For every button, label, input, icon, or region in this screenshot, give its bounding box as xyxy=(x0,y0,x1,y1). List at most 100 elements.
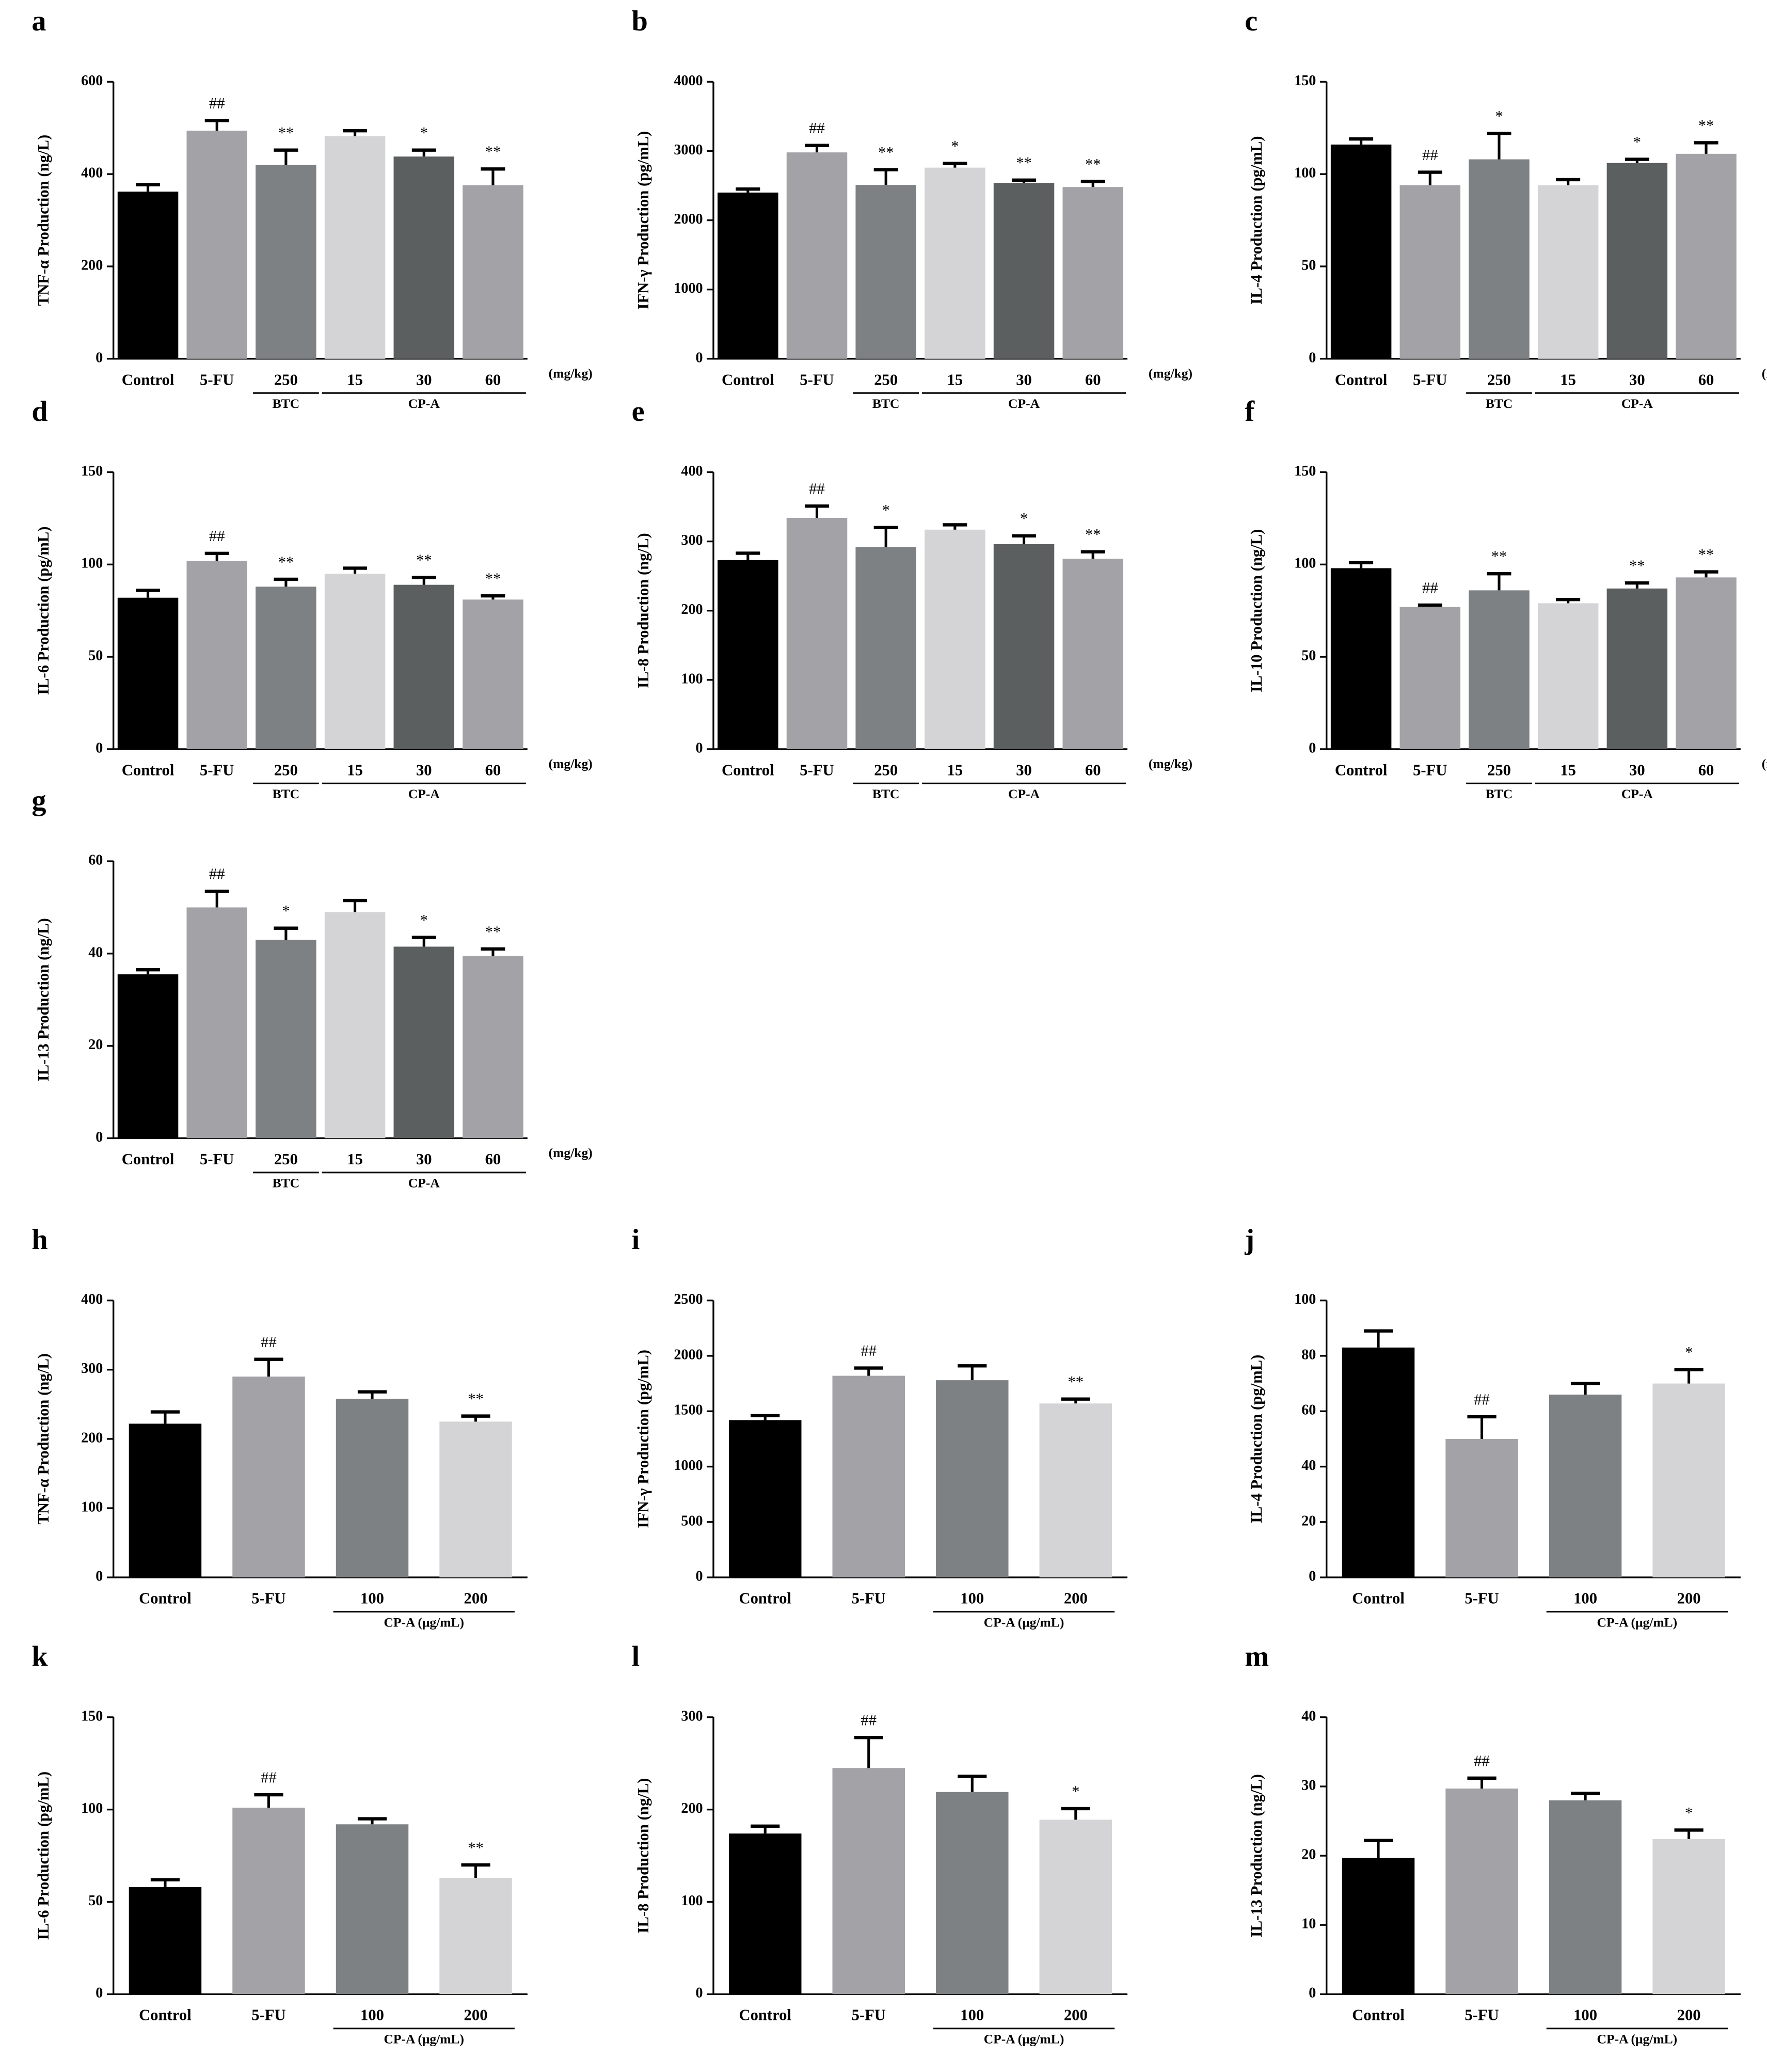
significance-label: ** xyxy=(468,1390,484,1407)
y-tick-label: 2000 xyxy=(674,1347,703,1363)
y-tick-label: 0 xyxy=(695,1569,703,1585)
y-tick-label: 0 xyxy=(95,1985,103,2001)
x-tick-label: 5-FU xyxy=(800,761,834,779)
y-tick-label: 100 xyxy=(681,671,703,687)
y-axis-label: TNF-α Production (ng/L) xyxy=(35,135,52,306)
panel-letter: a xyxy=(31,5,46,37)
x-tick-label: 100 xyxy=(960,2006,984,2024)
panel-letter: h xyxy=(31,1224,47,1256)
x-tick-label: 100 xyxy=(360,1590,384,1607)
y-tick-label: 150 xyxy=(1294,463,1316,479)
y-tick-label: 0 xyxy=(695,740,703,756)
x-tick-label: 15 xyxy=(347,371,363,388)
y-tick-label: 80 xyxy=(1301,1347,1316,1363)
unit-label: (mg/kg) xyxy=(549,366,593,381)
y-tick-label: 20 xyxy=(88,1037,103,1053)
y-tick-label: 0 xyxy=(1309,740,1316,756)
y-axis-label: IL-4 Production (pg/mL) xyxy=(1248,1355,1265,1523)
significance-label: ## xyxy=(809,480,825,498)
significance-label: ## xyxy=(861,1342,877,1359)
bar xyxy=(1399,185,1461,359)
panel-letter: e xyxy=(632,396,645,428)
significance-label: * xyxy=(1020,510,1028,527)
y-axis-label: TNF-α Production (ng/L) xyxy=(35,1353,52,1524)
y-axis-label: IL-8 Production (ng/L) xyxy=(634,533,652,688)
panel-letter: f xyxy=(1245,396,1255,428)
significance-label: ## xyxy=(261,1333,277,1351)
y-tick-label: 150 xyxy=(81,1708,103,1724)
unit-label: (mg/kg) xyxy=(1762,366,1767,381)
significance-label: * xyxy=(420,911,428,929)
bar xyxy=(186,561,247,749)
bar xyxy=(232,1808,305,1995)
x-tick-label: 60 xyxy=(1085,371,1101,388)
y-tick-label: 200 xyxy=(681,1800,703,1816)
x-tick-label: 15 xyxy=(347,1150,363,1168)
group-label: CP-A xyxy=(1008,786,1040,801)
x-tick-label: Control xyxy=(122,371,174,388)
group-label: CP-A (μg/mL) xyxy=(984,2032,1064,2047)
x-tick-label: 5-FU xyxy=(852,2006,886,2024)
y-axis-label: IFN-γ Production (pg/mL) xyxy=(634,1350,652,1528)
y-tick-label: 200 xyxy=(81,257,103,273)
panel: j IL-4 Production (pg/mL) 0 20 40 60 80 100 Cont… xyxy=(1244,1224,1741,1630)
y-axis-label: IL-6 Production (pg/mL) xyxy=(35,527,52,695)
bar xyxy=(718,560,778,749)
panel-letter: k xyxy=(31,1640,48,1672)
bar xyxy=(832,1375,905,1578)
significance-label: ** xyxy=(1698,546,1714,563)
x-tick-label: 5-FU xyxy=(852,1590,886,1607)
y-tick-label: 300 xyxy=(681,532,703,548)
bar xyxy=(1676,153,1737,359)
bar xyxy=(936,1792,1009,1995)
x-tick-label: 60 xyxy=(485,371,501,388)
y-tick-label: 2500 xyxy=(674,1291,703,1307)
y-tick-label: 50 xyxy=(1301,648,1316,664)
y-tick-label: 200 xyxy=(681,602,703,618)
y-tick-label: 400 xyxy=(81,165,103,181)
x-tick-label: 15 xyxy=(947,371,963,388)
bar xyxy=(393,156,455,359)
x-tick-label: 200 xyxy=(1064,1590,1088,1607)
x-tick-label: 200 xyxy=(464,2006,488,2024)
group-label: CP-A (μg/mL) xyxy=(384,1615,464,1630)
significance-label: ## xyxy=(1422,579,1438,596)
x-tick-label: 60 xyxy=(485,1150,501,1168)
significance-label: * xyxy=(1495,107,1503,125)
unit-label: (mg/kg) xyxy=(549,756,593,771)
bar xyxy=(855,185,916,359)
x-tick-label: Control xyxy=(1335,761,1388,779)
y-axis-label: IL-10 Production (ng/L) xyxy=(1248,529,1265,692)
unit-label: (mg/kg) xyxy=(1149,366,1192,381)
y-tick-label: 1000 xyxy=(674,1458,703,1474)
y-tick-label: 0 xyxy=(695,1985,703,2001)
significance-label: * xyxy=(420,124,428,141)
panel: m IL-13 Production (ng/L) 0 10 20 30 40 Control… xyxy=(1245,1640,1741,2047)
x-tick-label: 5-FU xyxy=(1464,2006,1499,2024)
bar xyxy=(1062,187,1123,359)
x-tick-label: 5-FU xyxy=(251,2006,285,2024)
x-tick-label: 5-FU xyxy=(200,1150,234,1168)
x-tick-label: 15 xyxy=(347,761,363,779)
y-tick-label: 150 xyxy=(1294,73,1316,89)
significance-label: * xyxy=(1072,1782,1079,1800)
significance-label: ** xyxy=(278,553,294,571)
bar xyxy=(256,940,316,1138)
y-tick-label: 20 xyxy=(1301,1847,1316,1863)
significance-label: ** xyxy=(485,923,501,940)
bar xyxy=(786,517,848,749)
y-tick-label: 100 xyxy=(81,1499,103,1515)
y-axis-label: IL-8 Production (ng/L) xyxy=(634,1778,652,1934)
bar xyxy=(1445,1438,1518,1578)
bar xyxy=(718,192,778,359)
y-tick-label: 0 xyxy=(95,740,103,756)
group-label: BTC xyxy=(872,786,900,801)
panel-letter: l xyxy=(632,1640,640,1672)
significance-label: * xyxy=(1685,1343,1693,1361)
significance-label: ## xyxy=(861,1712,877,1729)
y-tick-label: 150 xyxy=(81,463,103,479)
bar xyxy=(1399,607,1461,749)
significance-label: ** xyxy=(1698,117,1714,134)
x-tick-label: Control xyxy=(739,2006,791,2024)
x-tick-label: 5-FU xyxy=(1413,761,1447,779)
